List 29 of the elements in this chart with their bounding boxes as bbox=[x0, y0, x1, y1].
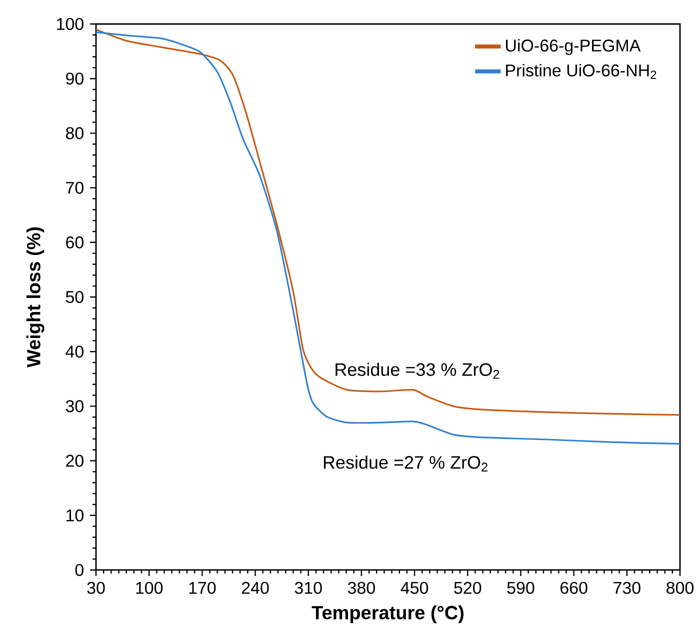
y-tick-label: 80 bbox=[66, 127, 84, 140]
x-tick-label: 170 bbox=[189, 582, 216, 594]
y-axis-title: Weight loss (%) bbox=[26, 227, 44, 368]
x-tick-label: 730 bbox=[614, 582, 640, 594]
y-tick-label: 40 bbox=[66, 346, 84, 358]
x-tick-label: 520 bbox=[454, 582, 482, 594]
y-tick-label: 0 bbox=[75, 564, 84, 576]
x-tick-label: 660 bbox=[560, 582, 588, 594]
annotation: Residue =33 % ZrO$_{2}$ bbox=[336, 362, 500, 379]
legend-label: UiO-66-g-PEGMA bbox=[506, 39, 641, 55]
x-tick-label: 380 bbox=[348, 582, 375, 594]
x-tick-label: 310 bbox=[294, 582, 322, 594]
x-tick-label: 100 bbox=[136, 582, 163, 594]
y-tick-label: 20 bbox=[66, 454, 84, 467]
y-tick-label: 50 bbox=[66, 290, 84, 304]
x-tick-label: 450 bbox=[400, 582, 428, 594]
x-tick-label: 240 bbox=[242, 582, 269, 594]
annotation: Residue =27 % ZrO$_{2}$ bbox=[324, 456, 488, 472]
x-tick-label: 590 bbox=[507, 582, 534, 594]
y-tick-label: 30 bbox=[66, 400, 84, 412]
x-tick-label: 30 bbox=[87, 582, 105, 594]
x-tick-label: 800 bbox=[666, 582, 694, 594]
y-tick-label: 60 bbox=[66, 236, 84, 248]
y-tick-label: 100 bbox=[57, 18, 84, 30]
y-tick-label: 70 bbox=[66, 182, 84, 194]
x-axis-title: Temperature (°C) bbox=[312, 605, 464, 624]
y-tick-label: 10 bbox=[66, 509, 84, 522]
legend-label: Pristine UiO-66-NH$_{2}$ bbox=[506, 64, 656, 79]
y-tick-label: 90 bbox=[66, 72, 84, 85]
